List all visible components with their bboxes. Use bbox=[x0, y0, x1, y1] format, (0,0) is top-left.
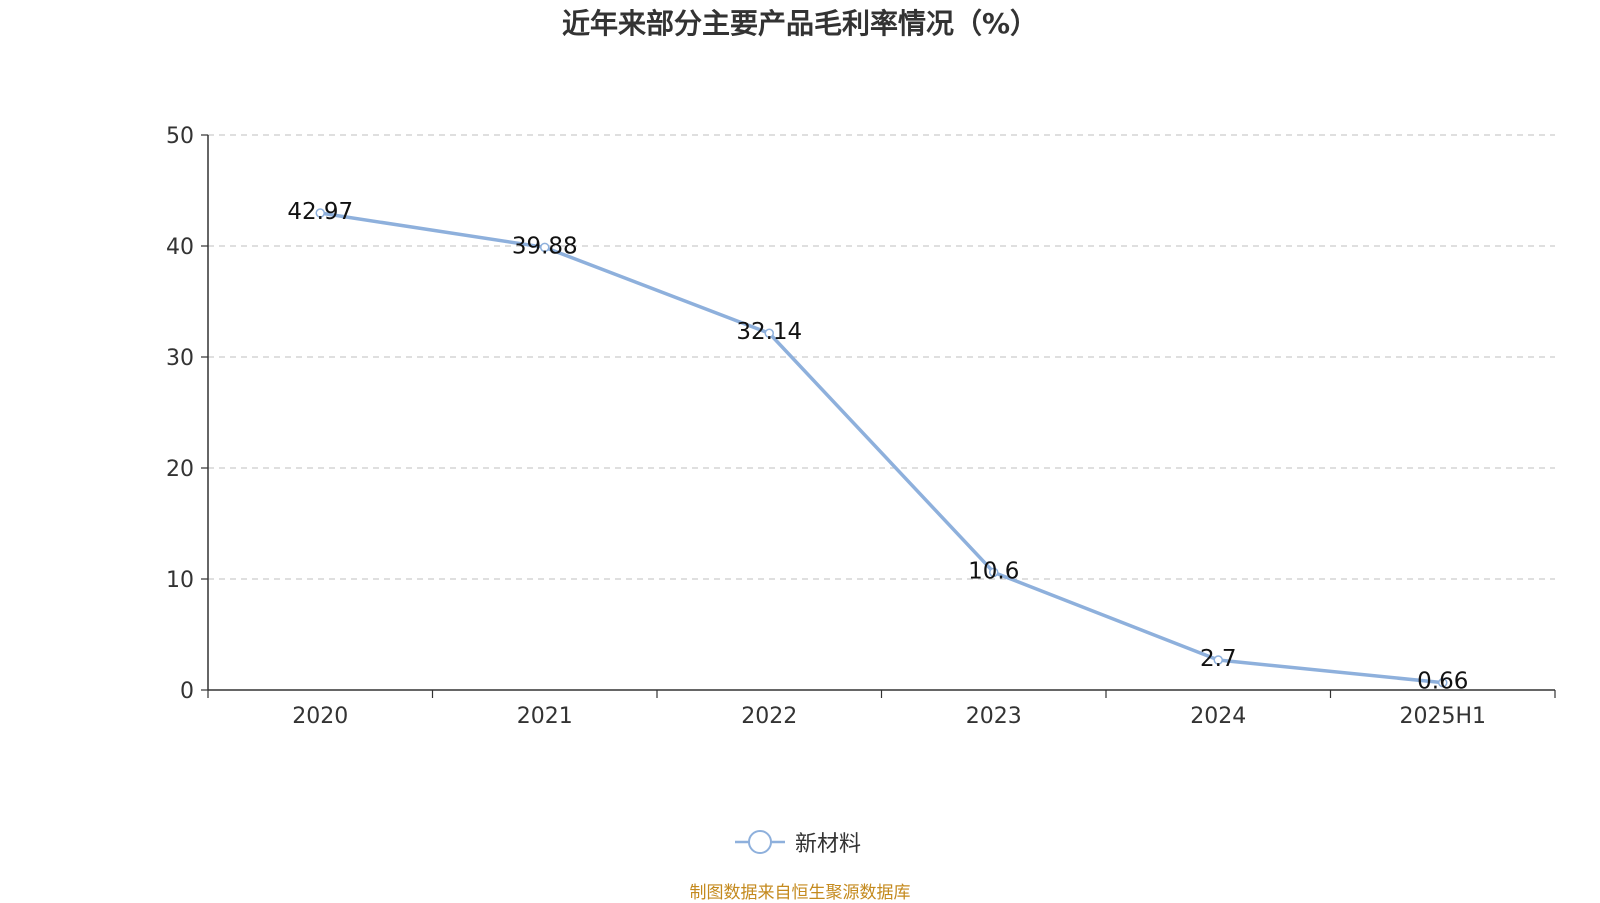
data-label: 42.97 bbox=[287, 199, 353, 225]
data-point bbox=[540, 242, 550, 253]
series-line bbox=[319, 211, 1443, 685]
series-layer bbox=[315, 208, 1448, 688]
data-point bbox=[764, 328, 774, 338]
data-point bbox=[1213, 655, 1223, 665]
data-label: 32.14 bbox=[736, 319, 802, 345]
chart-title: 近年来部分主要产品毛利率情况（%） bbox=[561, 7, 1039, 40]
data-label: 39.88 bbox=[512, 233, 578, 259]
legend[interactable]: 新材料 bbox=[735, 822, 861, 862]
grid-lines bbox=[208, 134, 1555, 580]
y-tick-label: 10 bbox=[166, 568, 194, 593]
y-tick-label: 50 bbox=[166, 124, 194, 149]
data-label: 2.7 bbox=[1200, 646, 1237, 672]
axes: 0 10 20 30 40 50 2020 2021 2022 2023 2024 2025H1 bbox=[166, 124, 1556, 729]
legend-label: 新材料 bbox=[795, 832, 862, 857]
legend-line-marker-icon bbox=[735, 830, 785, 854]
data-label: 0.66 bbox=[1417, 669, 1468, 695]
y-tick-label: 20 bbox=[166, 457, 194, 482]
data-point bbox=[989, 567, 999, 578]
x-tick-label: 2021 bbox=[517, 704, 573, 729]
source-note: 制图数据来自恒生聚源数据库 bbox=[689, 883, 911, 903]
x-tick-label: 2020 bbox=[292, 704, 348, 729]
data-label: 10.6 bbox=[968, 558, 1019, 584]
x-tick-label: 2023 bbox=[966, 704, 1022, 729]
x-tick-label: 2024 bbox=[1190, 704, 1246, 729]
x-tick-label: 2022 bbox=[741, 704, 797, 729]
data-point bbox=[315, 208, 325, 218]
data-point bbox=[1438, 677, 1448, 688]
y-tick-label: 0 bbox=[180, 679, 194, 704]
y-tick-label: 40 bbox=[166, 235, 194, 260]
y-tick-label: 30 bbox=[166, 346, 194, 371]
data-labels: 42.97 39.88 32.14 10.6 2.7 0.66 bbox=[287, 199, 1468, 695]
x-tick-label: 2025H1 bbox=[1399, 704, 1486, 729]
